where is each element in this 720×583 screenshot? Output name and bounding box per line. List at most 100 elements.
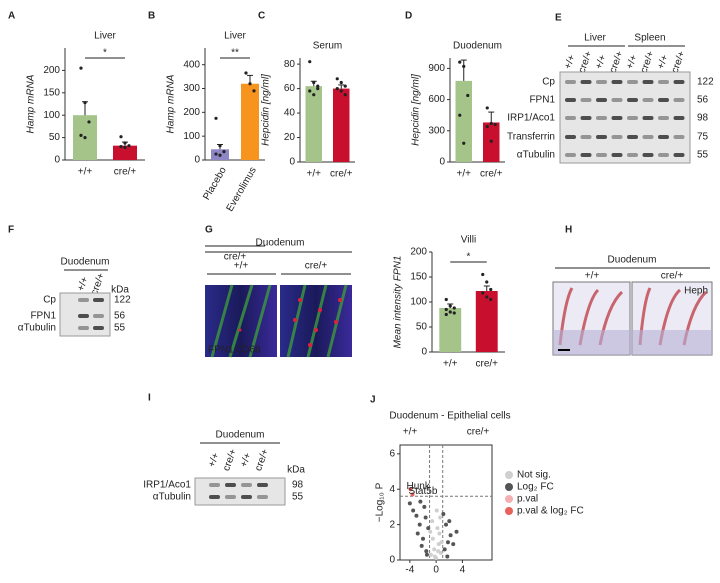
data-point (452, 311, 456, 315)
y-axis-label: −Log₁₀ P (375, 482, 386, 522)
y-tick-label: 0 (389, 555, 395, 566)
blot-band (673, 98, 685, 102)
group-label: Duodenum (216, 430, 265, 441)
group-label: Duodenum (61, 257, 110, 268)
blot-band (93, 314, 104, 318)
group-label: cre/+ (467, 427, 490, 438)
data-point (489, 287, 493, 292)
blot-band (78, 314, 89, 318)
blot-band (565, 98, 576, 102)
data-point (83, 101, 87, 105)
data-point (462, 64, 466, 68)
panel-letter: H (565, 225, 572, 236)
y-tick-label: 4 (389, 484, 395, 495)
point (411, 508, 416, 513)
data-point (312, 93, 316, 97)
data-point (444, 297, 448, 302)
point (434, 508, 439, 513)
blot-membrane (559, 71, 691, 164)
blot-membrane (194, 477, 286, 506)
data-point (485, 106, 489, 110)
kda-label: 56 (114, 311, 126, 322)
kda-header: kDa (111, 285, 129, 296)
data-point (123, 141, 127, 145)
y-tick-label: 300 (183, 83, 200, 94)
panel-letter: J (370, 395, 376, 406)
blot-band (565, 116, 576, 120)
x-tick-label: +/+ (443, 359, 458, 370)
blot-band (658, 98, 669, 102)
data-point (448, 310, 452, 314)
y-tick-label: 150 (410, 272, 427, 283)
blot-band (580, 80, 592, 84)
point (430, 519, 435, 524)
point (421, 536, 425, 541)
data-point (458, 113, 462, 117)
point (447, 519, 452, 524)
lane-label: cre/+ (253, 447, 271, 472)
group-label: cre/+ (305, 261, 328, 272)
y-tick-label: 150 (43, 87, 60, 98)
y-tick-label: 50 (49, 132, 61, 143)
group-label: Liver (584, 33, 606, 44)
blot-band (611, 153, 623, 157)
x-tick-label: cre/+ (480, 169, 503, 180)
group-label: Duodenum (608, 255, 657, 266)
blot-band (658, 116, 669, 120)
x-tick-label: Everolimus (225, 165, 259, 213)
kda-label: 56 (697, 95, 709, 106)
point (445, 554, 450, 559)
point (410, 492, 415, 497)
legend-label: p.val & log₂ FC (517, 506, 584, 517)
data-point (493, 122, 497, 127)
x-tick-label: cre/+ (114, 167, 137, 178)
blot-band (673, 116, 685, 120)
group-label: Duodenum (256, 238, 305, 249)
row-label: FPN1 (529, 95, 555, 106)
significance-label: * (103, 48, 107, 59)
point (448, 533, 453, 538)
blot-band (565, 135, 576, 139)
point (445, 540, 450, 545)
y-tick-label: 6 (389, 448, 395, 459)
data-point (248, 82, 252, 86)
data-point (308, 60, 312, 64)
point (424, 552, 429, 557)
bar (113, 145, 137, 160)
blot-band (596, 80, 607, 84)
y-tick-label: 100 (410, 297, 427, 308)
lane-label: cre/+ (670, 49, 688, 74)
blot-band (642, 80, 654, 84)
point (422, 504, 427, 509)
x-tick-label: cre/+ (330, 169, 353, 180)
chart-title: Liver (224, 31, 246, 42)
point (436, 549, 441, 554)
panel-letter: G (205, 225, 213, 236)
kda-label: 55 (292, 492, 304, 503)
lane-label: +/+ (593, 53, 608, 70)
kda-label: 122 (697, 77, 714, 88)
data-point (308, 89, 312, 93)
data-point (339, 89, 343, 93)
lane-label: cre/+ (608, 49, 626, 74)
point (438, 515, 443, 520)
group-label: Spleen (634, 33, 665, 44)
data-point (244, 71, 248, 75)
blot-band (642, 98, 654, 102)
data-point (485, 280, 489, 284)
blot-band (611, 80, 623, 84)
kda-label: 98 (697, 113, 709, 124)
chart-title: Villi (461, 235, 476, 246)
submucosa (553, 330, 712, 355)
x-tick-label: -4 (405, 565, 414, 576)
blot-band (580, 153, 592, 157)
bar (333, 88, 350, 162)
annotation: Stat5b (408, 486, 437, 497)
point (441, 512, 446, 516)
data-point (489, 139, 493, 143)
x-tick-label: 0 (433, 565, 439, 576)
point (423, 515, 428, 520)
bar (455, 80, 472, 162)
data-point (214, 116, 218, 120)
blot-band (209, 495, 220, 499)
